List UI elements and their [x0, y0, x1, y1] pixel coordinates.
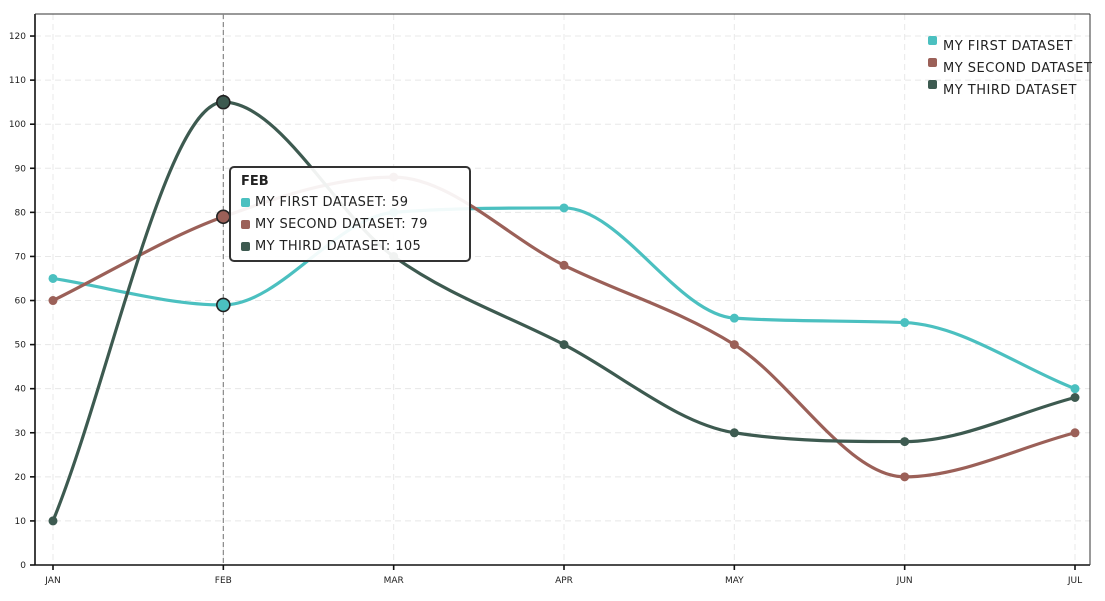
- data-point[interactable]: [1070, 428, 1080, 438]
- y-tick-label: 0: [20, 561, 26, 571]
- tooltip-text-second: MY SECOND DATASET: 79: [255, 216, 428, 232]
- y-tick-label: 70: [15, 252, 27, 262]
- legend-item-3[interactable]: MY THIRD DATASET: [928, 80, 1077, 98]
- series-line-3: [51, 100, 1077, 523]
- x-tick-label: APR: [555, 576, 573, 586]
- data-point[interactable]: [216, 94, 231, 110]
- tooltip-title: FEB: [241, 174, 269, 189]
- data-point[interactable]: [1070, 392, 1080, 402]
- x-tick-label: FEB: [215, 576, 232, 586]
- legend-item-1[interactable]: MY FIRST DATASET: [928, 36, 1073, 54]
- x-tick-label: JUL: [1067, 576, 1082, 586]
- data-point[interactable]: [900, 318, 910, 328]
- legend-swatch: [928, 36, 937, 45]
- y-tick-label: 60: [15, 297, 27, 307]
- tooltip-row-second: MY SECOND DATASET: 79: [241, 213, 459, 235]
- data-point[interactable]: [559, 203, 569, 213]
- tooltip-swatch-third: [241, 241, 250, 251]
- data-point[interactable]: [216, 297, 231, 313]
- legend-label: MY FIRST DATASET: [943, 39, 1073, 54]
- x-tick-label: JAN: [44, 576, 60, 586]
- x-tick-label: MAR: [384, 576, 404, 586]
- axes: 0 10 20 30 40 50 60 70 80 90 100 110 120 JAN FEB MAR APR…: [9, 13, 1091, 586]
- x-tick-label: JUN: [896, 576, 913, 586]
- tooltip-swatch-second: [241, 219, 250, 229]
- data-point[interactable]: [900, 437, 910, 447]
- series-3: [48, 94, 1080, 526]
- data-point[interactable]: [900, 472, 910, 482]
- data-point[interactable]: [559, 340, 569, 350]
- data-point[interactable]: [729, 428, 739, 438]
- legend-label: MY SECOND DATASET: [943, 61, 1092, 76]
- tooltip-row-third: MY THIRD DATASET: 105: [241, 235, 459, 257]
- data-point[interactable]: [48, 296, 58, 306]
- y-tick-label: 100: [9, 120, 26, 130]
- grid: [35, 14, 1090, 565]
- data-point[interactable]: [216, 209, 231, 225]
- data-point[interactable]: [48, 516, 58, 526]
- y-tick-label: 80: [15, 208, 27, 218]
- y-tick-label: 40: [15, 385, 27, 395]
- tooltip-text-first: MY FIRST DATASET: 59: [255, 194, 409, 210]
- legend[interactable]: MY FIRST DATASET MY SECOND DATASET MY THIR…: [928, 36, 1092, 98]
- chart-tooltip: FEB MY FIRST DATASET: 59 MY SECOND DATAS…: [229, 166, 471, 262]
- legend-swatch: [928, 80, 937, 89]
- y-tick-label: 20: [15, 473, 27, 483]
- data-point[interactable]: [1070, 384, 1080, 394]
- legend-swatch: [928, 58, 937, 67]
- y-tick-label: 90: [15, 164, 27, 174]
- data-point[interactable]: [559, 260, 569, 270]
- legend-label: MY THIRD DATASET: [943, 83, 1077, 98]
- y-tick-label: 30: [15, 429, 27, 439]
- x-tick-label: MAY: [725, 576, 744, 586]
- series-1: [48, 203, 1080, 394]
- y-tick-label: 110: [9, 76, 26, 86]
- y-tick-label: 120: [9, 32, 26, 42]
- y-tick-label: 10: [15, 517, 27, 527]
- tooltip-swatch-first: [241, 197, 250, 207]
- series-group: [48, 94, 1080, 526]
- data-point[interactable]: [729, 313, 739, 323]
- legend-item-2[interactable]: MY SECOND DATASET: [928, 58, 1092, 76]
- data-point[interactable]: [729, 340, 739, 350]
- tooltip-row-first: MY FIRST DATASET: 59: [241, 191, 459, 213]
- y-tick-label: 50: [15, 341, 27, 351]
- tooltip-text-third: MY THIRD DATASET: 105: [255, 238, 422, 254]
- data-point[interactable]: [48, 273, 58, 283]
